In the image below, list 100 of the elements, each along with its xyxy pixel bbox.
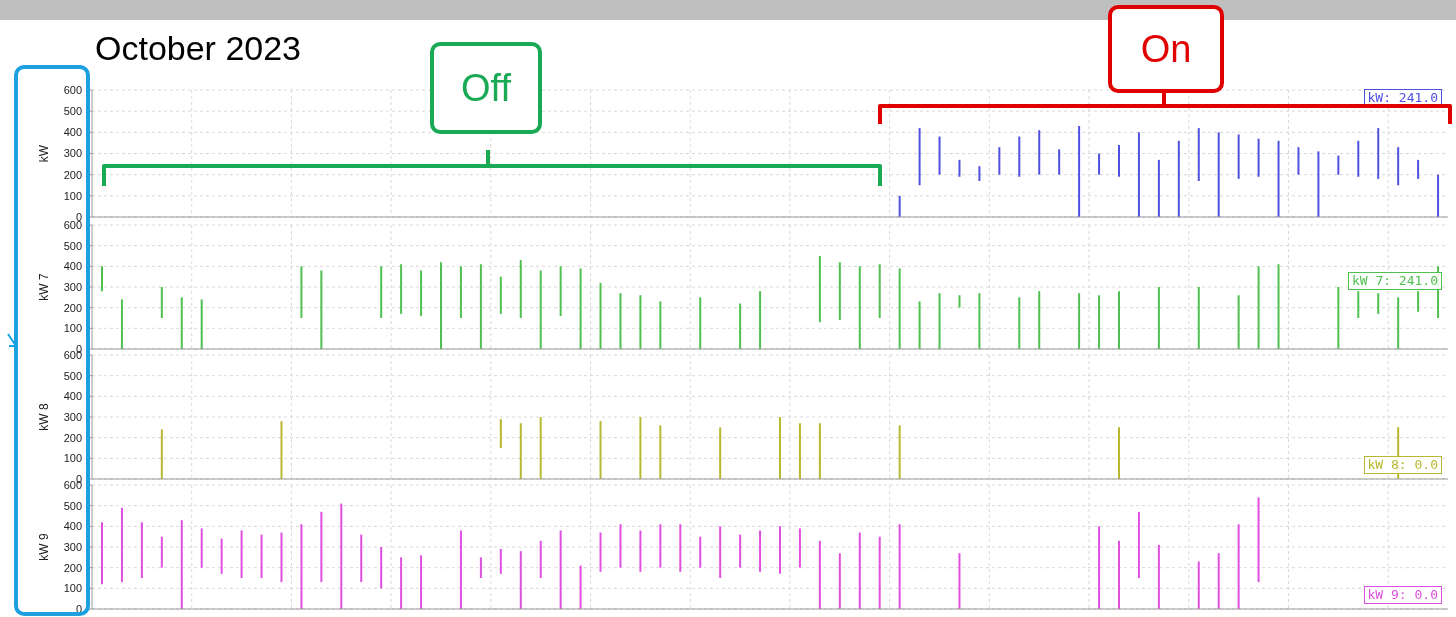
bar	[1237, 524, 1240, 609]
bar	[440, 262, 442, 349]
bar	[579, 268, 582, 349]
chart-title: October 2023	[95, 28, 302, 68]
bar	[659, 524, 662, 568]
bar	[1377, 293, 1380, 314]
bar	[180, 297, 183, 349]
bar	[958, 295, 961, 308]
bar	[1197, 287, 1200, 349]
bar	[759, 530, 762, 572]
bar	[180, 520, 183, 609]
bar	[659, 301, 662, 349]
y-tick-label: 500	[63, 499, 82, 512]
bar	[858, 266, 861, 349]
bar	[320, 270, 323, 349]
bar	[1157, 287, 1160, 349]
bar	[519, 260, 522, 318]
bar	[499, 419, 502, 448]
bar	[1217, 553, 1220, 609]
y-tick-label: 400	[63, 126, 82, 139]
bar	[878, 536, 881, 609]
y-tick-label: 300	[63, 280, 82, 293]
bar	[1078, 125, 1081, 217]
bar	[280, 532, 283, 583]
bar	[639, 295, 642, 349]
bar	[479, 557, 482, 578]
bar	[1118, 291, 1120, 349]
bar	[1397, 297, 1400, 349]
y-tick-label: 400	[63, 520, 82, 533]
bar	[539, 270, 542, 349]
y-tick-label: 100	[63, 189, 82, 202]
bar	[1197, 561, 1200, 609]
bar	[539, 417, 542, 479]
bar	[639, 417, 642, 479]
bar	[639, 530, 642, 572]
bar	[340, 503, 343, 609]
bar	[479, 264, 482, 349]
bar	[838, 262, 841, 321]
bar	[818, 423, 821, 479]
bar	[459, 266, 462, 318]
bar	[818, 540, 821, 609]
bar	[160, 429, 163, 479]
y-tick-label: 100	[63, 322, 82, 335]
bar	[1237, 134, 1240, 179]
bar	[739, 303, 742, 349]
bar	[619, 293, 622, 349]
bar	[499, 549, 502, 574]
bar	[1377, 128, 1380, 179]
bar	[1137, 132, 1140, 217]
bar	[938, 136, 941, 175]
bar	[998, 147, 1001, 175]
bar	[739, 534, 742, 568]
bar	[659, 425, 662, 479]
bar	[1257, 497, 1260, 583]
annotation: kW: 241.0	[1363, 88, 1442, 107]
y-tick-label: 400	[63, 390, 82, 403]
bar	[519, 551, 522, 609]
bar	[858, 532, 861, 609]
bar	[200, 299, 203, 349]
bar	[1237, 295, 1240, 349]
bar	[898, 524, 901, 609]
bar	[1157, 544, 1160, 609]
bar	[679, 524, 682, 572]
bar	[699, 536, 702, 568]
bar	[1078, 293, 1081, 349]
bar	[719, 427, 722, 479]
bar	[400, 557, 403, 609]
bar	[579, 565, 582, 609]
annotation: kW 9: 0.0	[1363, 586, 1442, 604]
y-tick-label: 200	[63, 561, 82, 574]
bar	[719, 526, 722, 578]
y-tick-label: 100	[63, 452, 82, 465]
y-tick-label: 200	[63, 168, 82, 181]
bar	[140, 522, 143, 578]
bar	[1118, 540, 1120, 609]
bar	[400, 264, 403, 314]
y-tick-label: 100	[63, 582, 82, 595]
bar	[360, 534, 363, 583]
annotation: kW 7: 241.0	[1347, 272, 1442, 291]
bar	[798, 423, 801, 479]
bar	[619, 524, 622, 568]
bar	[898, 425, 901, 479]
bar	[1277, 264, 1280, 349]
y-axis-title: kW 7	[37, 273, 52, 301]
bar	[220, 538, 223, 574]
bar	[1337, 155, 1340, 175]
bar	[818, 256, 821, 323]
y-tick-label: 400	[63, 260, 82, 273]
bar	[1118, 427, 1120, 479]
annotation: Off	[430, 42, 542, 134]
bar	[599, 421, 602, 479]
y-tick-label: 200	[63, 301, 82, 314]
bar	[420, 555, 423, 609]
bar	[1317, 151, 1320, 217]
bar	[300, 524, 303, 609]
bar	[1098, 295, 1101, 349]
bar	[1337, 287, 1340, 349]
y-tick-label: 300	[63, 410, 82, 423]
bar	[1038, 291, 1041, 349]
bar	[539, 540, 542, 578]
